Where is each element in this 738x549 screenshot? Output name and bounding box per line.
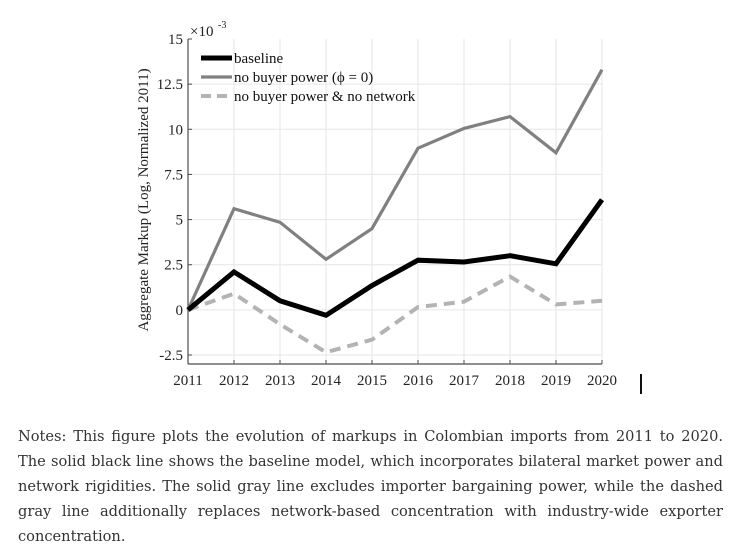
y-tick-label: 12.5	[157, 77, 183, 93]
y-tick-label: 0	[176, 303, 184, 319]
grid	[188, 39, 602, 364]
x-tick-label: 2012	[219, 373, 249, 389]
x-tick-label: 2011	[173, 373, 202, 389]
x-tick-label: 2018	[495, 373, 525, 389]
text-cursor	[640, 374, 642, 394]
x-tick-label: 2017	[449, 373, 480, 389]
legend-label: no buyer power & no network	[234, 89, 416, 105]
y-axis-title: Aggregate Markup (Log, Normalized 2011)	[136, 68, 152, 331]
legend-label: no buyer power (ϕ = 0)	[234, 70, 373, 86]
series-line-no-buyer-power-no-network	[188, 277, 602, 353]
legend-label: baseline	[234, 51, 283, 67]
x-tick-label: 2020	[587, 373, 617, 389]
figure-notes: Notes: This figure plots the evolution o…	[18, 424, 723, 549]
legend: baseline no buyer power (ϕ = 0) no buyer p…	[201, 51, 416, 105]
y-tick-label: 7.5	[164, 167, 183, 183]
y-tick-label: 10	[168, 122, 183, 138]
x-tick-label: 2019	[541, 373, 571, 389]
y-tick-label: 5	[176, 213, 184, 229]
y-tick-label: 2.5	[164, 258, 183, 274]
x-tick-label: 2015	[357, 373, 387, 389]
y-exponent-power: -3	[218, 20, 226, 31]
y-tick-label: -2.5	[159, 348, 183, 364]
x-tick-label: 2013	[265, 373, 295, 389]
x-tick-label: 2014	[311, 373, 342, 389]
x-tick-label: 2016	[403, 373, 434, 389]
y-ticks: -2.5 0 2.5 5 7.5 10 12.5 15	[157, 32, 192, 364]
series-line-baseline	[188, 200, 602, 316]
y-tick-label: 15	[168, 32, 183, 48]
y-exponent-label: ×10	[190, 24, 213, 40]
markup-chart: -2.5 0 2.5 5 7.5 10 12.5 15 2011 2012 2013 2014 201…	[0, 0, 738, 410]
axes	[188, 39, 602, 364]
